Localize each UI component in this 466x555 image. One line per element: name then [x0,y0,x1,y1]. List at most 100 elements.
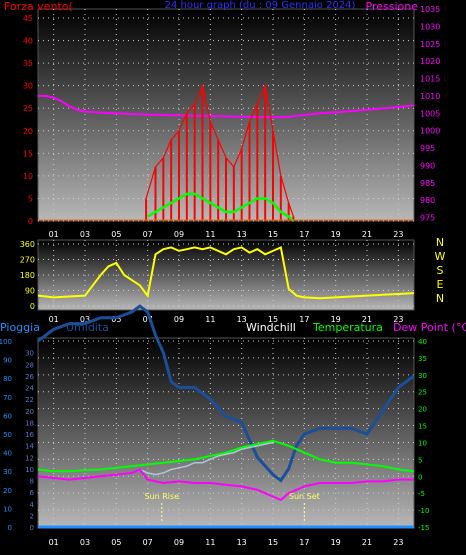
chart2-xtick: 13 [237,315,247,324]
chart1-xticks: 01 03 05 07 09 11 13 15 17 19 21 23 [49,230,404,239]
chart3-series [37,304,415,529]
chart1-gust-line [145,83,294,217]
chart3-ytick-humidity: 26 [25,373,34,381]
chart1-ytick-left: 20 [23,127,33,136]
chart3-ytick-humidity: 22 [25,396,34,404]
chart2-ytick: 180 [20,271,35,280]
chart1-xtick: 23 [393,230,403,239]
chart1-ytick-left: 25 [23,104,33,113]
chart3-ytick-humidity: 28 [25,361,34,369]
chart1-ytick-left: 0 [28,217,33,226]
chart3-xtick: 01 [49,538,59,547]
chart1-ytick-right: 1030 [420,22,440,31]
chart1-xtick: 01 [49,230,59,239]
chart1-title: 24 hour graph (du : 09 Gennaio 2024) [165,0,356,11]
chart1-xtick: 07 [143,230,153,239]
chart3-ytick-humidity: 10 [25,466,34,474]
chart1-ytick-right: 990 [420,161,435,170]
chart1-ytick-right: 975 [420,214,435,223]
chart2-grid [38,240,414,310]
chart3-ytick-temperature: -15 [418,524,429,532]
chart2-direction-label: E [437,278,444,291]
chart2-xtick: 23 [393,315,403,324]
chart1-ylabel-right: Pressione [366,0,419,13]
chart2-xticks: 01 03 05 07 09 11 13 15 17 19 21 23 [49,315,404,324]
chart3-series-line [37,304,415,483]
chart2-direction-label: S [437,264,444,277]
chart1-xtick: 09 [174,230,184,239]
chart1-ytick-right: 995 [420,144,435,153]
chart3-yticks-rain: 0 10 20 30 40 50 60 70 80 90 100 [0,338,12,532]
chart3-legend-item: Temperatura [312,321,383,334]
chart2-xtick: 11 [205,315,215,324]
chart3-series-line [139,441,274,476]
chart2-xtick: 09 [174,315,184,324]
chart1-xtick: 19 [331,230,341,239]
chart1-xtick: 21 [362,230,372,239]
chart3-xtick: 11 [205,538,215,547]
chart1-ytick-right: 1005 [420,109,440,118]
chart3-ytick-humidity: 12 [25,454,34,462]
chart3-ytick-rain: 10 [3,505,12,513]
chart3-ytick-humidity: 6 [30,489,35,497]
chart1-ylabel-left: Forza vento( [4,0,73,13]
chart2-xtick: 19 [331,315,341,324]
chart3-ytick-temperature: -5 [418,490,425,498]
chart3-xtick: 05 [111,538,121,547]
chart3-ytick-rain: 40 [3,450,12,458]
chart1-xtick: 11 [205,230,215,239]
chart3-ytick-humidity: 4 [30,501,35,509]
chart2-xtick: 05 [111,315,121,324]
chart3-ytick-rain: 100 [0,338,12,346]
chart2-xtick: 01 [49,315,59,324]
chart3-xtick: 15 [268,538,278,547]
chart2-direction-label: W [435,250,446,263]
chart3-ytick-humidity: 30 [25,350,34,358]
chart1-ytick-left: 10 [23,172,33,181]
chart1-series [38,83,415,222]
chart1-ytick-right: 980 [420,196,435,205]
chart3-ytick-humidity: 8 [30,478,34,486]
chart3-ytick-rain: 30 [3,468,12,476]
chart3-ytick-temperature: 20 [418,406,427,414]
chart1-yticks-right: 975 980 985 990 995 1000 1005 1010 1015 1020 1025 1… [420,5,440,223]
chart1-ytick-right: 1025 [420,40,440,49]
chart1-ytick-left: 30 [23,82,33,91]
chart1-ytick-right: 1010 [420,92,440,101]
wind-pressure-panel: 24 hour graph (du : 09 Gennaio 2024) For… [4,0,440,239]
chart2-ytick: 0 [30,302,35,311]
chart3-series-line [37,439,415,473]
chart3-xtick: 21 [362,538,372,547]
chart3-legend-item: Windchill [246,321,296,334]
chart1-xtick: 13 [237,230,247,239]
chart1-ytick-left: 40 [23,37,33,46]
chart3-ytick-temperature: 0 [418,473,422,481]
chart2-direction-label: N [436,292,444,305]
chart2-xtick: 03 [80,315,90,324]
chart1-xtick: 15 [268,230,278,239]
chart3-xtick: 23 [393,538,403,547]
chart1-ytick-right: 1020 [420,57,440,66]
chart3-legend-item: Pioggia [0,321,40,334]
chart3-ytick-humidity: 18 [25,419,34,427]
chart2-ytick: 90 [25,287,35,296]
chart2-yticks: 0 90 180 270 360 [20,240,35,311]
chart1-ytick-right: 1035 [420,5,440,14]
chart2-xtick: 21 [362,315,372,324]
chart3-xtick: 03 [80,538,90,547]
chart3-legend-item: Dew Point (°C) [393,321,466,334]
chart3-ytick-rain: 0 [8,524,12,532]
chart3-annotation-label: Sun Rise [144,492,179,501]
chart3-ytick-temperature: 25 [418,389,427,397]
chart3-ytick-humidity: 14 [25,443,34,451]
chart1-ytick-right: 1015 [420,75,440,84]
chart2-series [37,246,415,300]
chart1-xtick: 03 [80,230,90,239]
chart3-ytick-temperature: 30 [418,372,427,380]
temperature-humidity-panel: Pioggia Umidita Windchill Temperatura Dew Po… [0,304,466,547]
chart3-annotation-label: Sun Set [289,492,320,501]
chart3-ytick-temperature: -10 [418,507,429,515]
chart3-annotations: Sun Rise Sun Set [144,492,320,523]
